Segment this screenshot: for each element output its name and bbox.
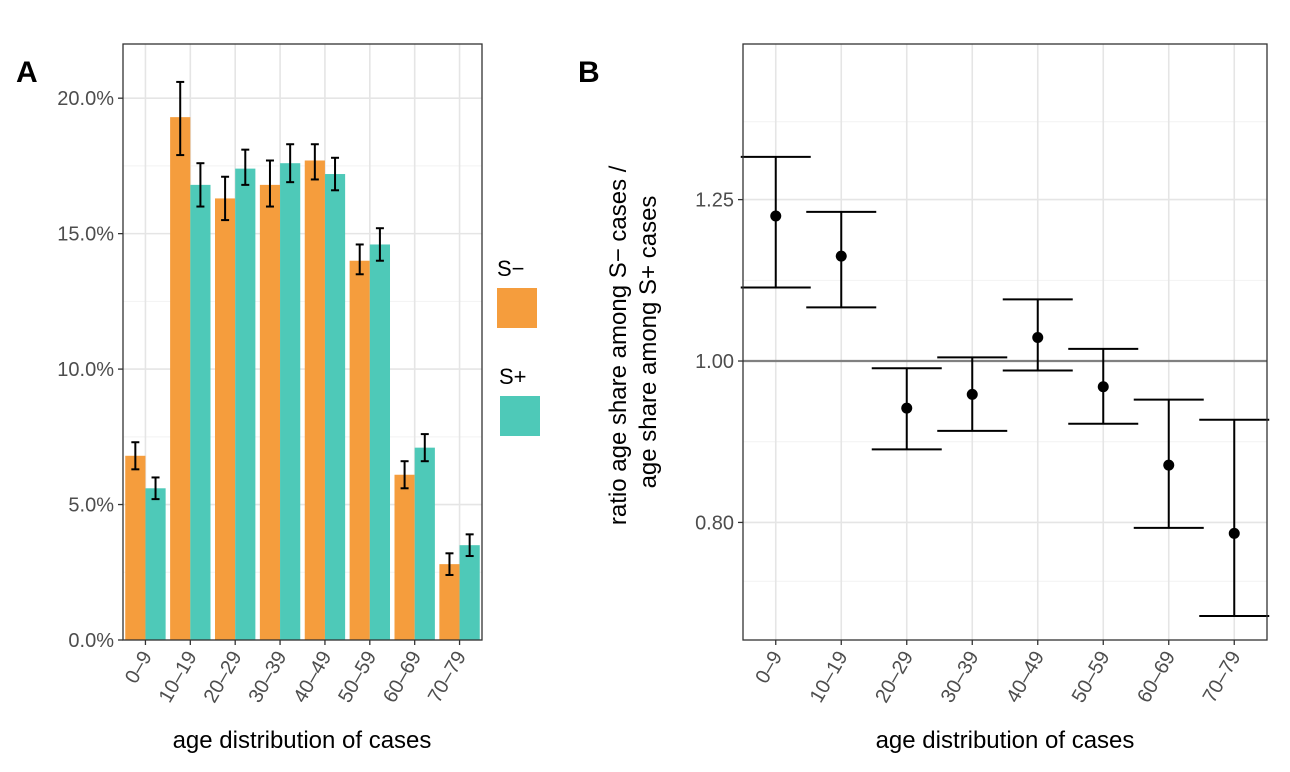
bar-s-minus <box>439 564 460 640</box>
bar-s-plus <box>369 244 391 641</box>
bar-s-plus <box>190 184 211 640</box>
y-tick-label: 20.0% <box>57 88 114 110</box>
x-tick-label: 10–19 <box>806 648 853 707</box>
bar-s-plus <box>235 168 256 641</box>
panel-a-chart: 0.0% 5.0% 10.0% 15.0% 20.0% 0–910–1920–2930–… <box>57 43 483 754</box>
ratio-point <box>966 388 978 400</box>
panel-b-chart: 0.80 1.00 1.25 0–9 10–19 20–29 30–39 40–49 50–5… <box>605 43 1270 754</box>
y-tick-label: 1.25 <box>695 190 734 212</box>
y-tick-label: 1.00 <box>695 351 734 373</box>
bar-s-minus <box>394 474 415 640</box>
x-tick-label: 20–29 <box>871 648 918 707</box>
panel-b-y-axis: 0.80 1.00 1.25 <box>695 190 743 534</box>
x-tick-label: 0–9 <box>121 648 157 688</box>
ratio-point <box>901 402 913 414</box>
bar-s-minus <box>304 160 325 640</box>
ratio-point <box>835 250 847 262</box>
bar-s-plus <box>459 545 480 640</box>
bar-s-minus <box>259 184 281 640</box>
x-tick-label: 30–39 <box>245 648 292 707</box>
panel-a-y-axis: 0.0% 5.0% 10.0% 15.0% 20.0% <box>57 88 123 652</box>
x-tick-label: 60–69 <box>379 648 426 707</box>
panel-b-points <box>770 210 1240 539</box>
panel-b-x-axis: 0–9 10–19 20–29 30–39 40–49 50–59 60–69 70–79 <box>751 640 1246 707</box>
x-tick-label: 20–29 <box>200 648 247 707</box>
y-tick-label: 0.0% <box>68 630 114 652</box>
x-tick-label: 40–49 <box>1002 648 1049 707</box>
legend-label-s-minus: S− <box>497 256 525 281</box>
x-tick-label: 50–59 <box>1068 648 1115 707</box>
bar-s-plus <box>145 488 166 640</box>
x-tick-label: 50–59 <box>334 648 381 707</box>
bar-s-plus <box>414 447 435 640</box>
legend-swatch-s-minus <box>497 288 537 328</box>
ratio-point <box>1228 527 1240 539</box>
panel-b-y-title-line-2: age share among S+ cases <box>635 196 662 489</box>
ratio-point <box>1032 332 1044 344</box>
panel-a-frame <box>122 43 483 641</box>
panel-b-error-bars <box>740 155 1270 617</box>
legend-swatch-s-plus <box>500 396 540 436</box>
legend: S− S+ <box>497 256 540 436</box>
x-tick-label: 70–79 <box>424 648 471 707</box>
ratio-point <box>1163 459 1175 471</box>
panel-a-error-bars <box>131 80 474 576</box>
y-tick-label: 15.0% <box>57 224 114 246</box>
x-tick-label: 70–79 <box>1199 648 1246 707</box>
x-tick-label: 10–19 <box>155 648 202 707</box>
x-tick-label: 30–39 <box>937 648 984 707</box>
bar-s-plus <box>280 163 301 640</box>
x-tick-label: 40–49 <box>289 648 336 707</box>
panel-a-tag: A <box>16 56 38 89</box>
bar-s-minus <box>214 198 236 640</box>
bar-s-plus <box>324 174 346 640</box>
y-tick-label: 0.80 <box>695 512 734 534</box>
legend-label-s-plus: S+ <box>499 364 527 389</box>
ratio-point <box>1097 381 1109 393</box>
panel-a-x-title: age distribution of cases <box>173 727 432 754</box>
bar-s-minus <box>349 260 370 640</box>
ratio-point <box>770 210 782 222</box>
panel-b-frame <box>742 43 1268 641</box>
y-tick-label: 5.0% <box>68 495 114 517</box>
x-tick-label: 0–9 <box>751 648 787 688</box>
bar-s-minus <box>170 117 191 641</box>
panel-b-x-title: age distribution of cases <box>876 727 1135 754</box>
panel-b-y-title-line-1: ratio age share among S− cases / <box>605 165 632 525</box>
panel-b-y-title: ratio age share among S− cases / age sha… <box>605 159 662 525</box>
y-tick-label: 10.0% <box>57 359 114 381</box>
panel-a-bars <box>125 117 480 641</box>
bar-s-minus <box>125 455 146 640</box>
x-tick-label: 60–69 <box>1133 648 1180 707</box>
panel-b-tag: B <box>578 56 600 89</box>
panel-b-grid <box>743 44 1267 640</box>
